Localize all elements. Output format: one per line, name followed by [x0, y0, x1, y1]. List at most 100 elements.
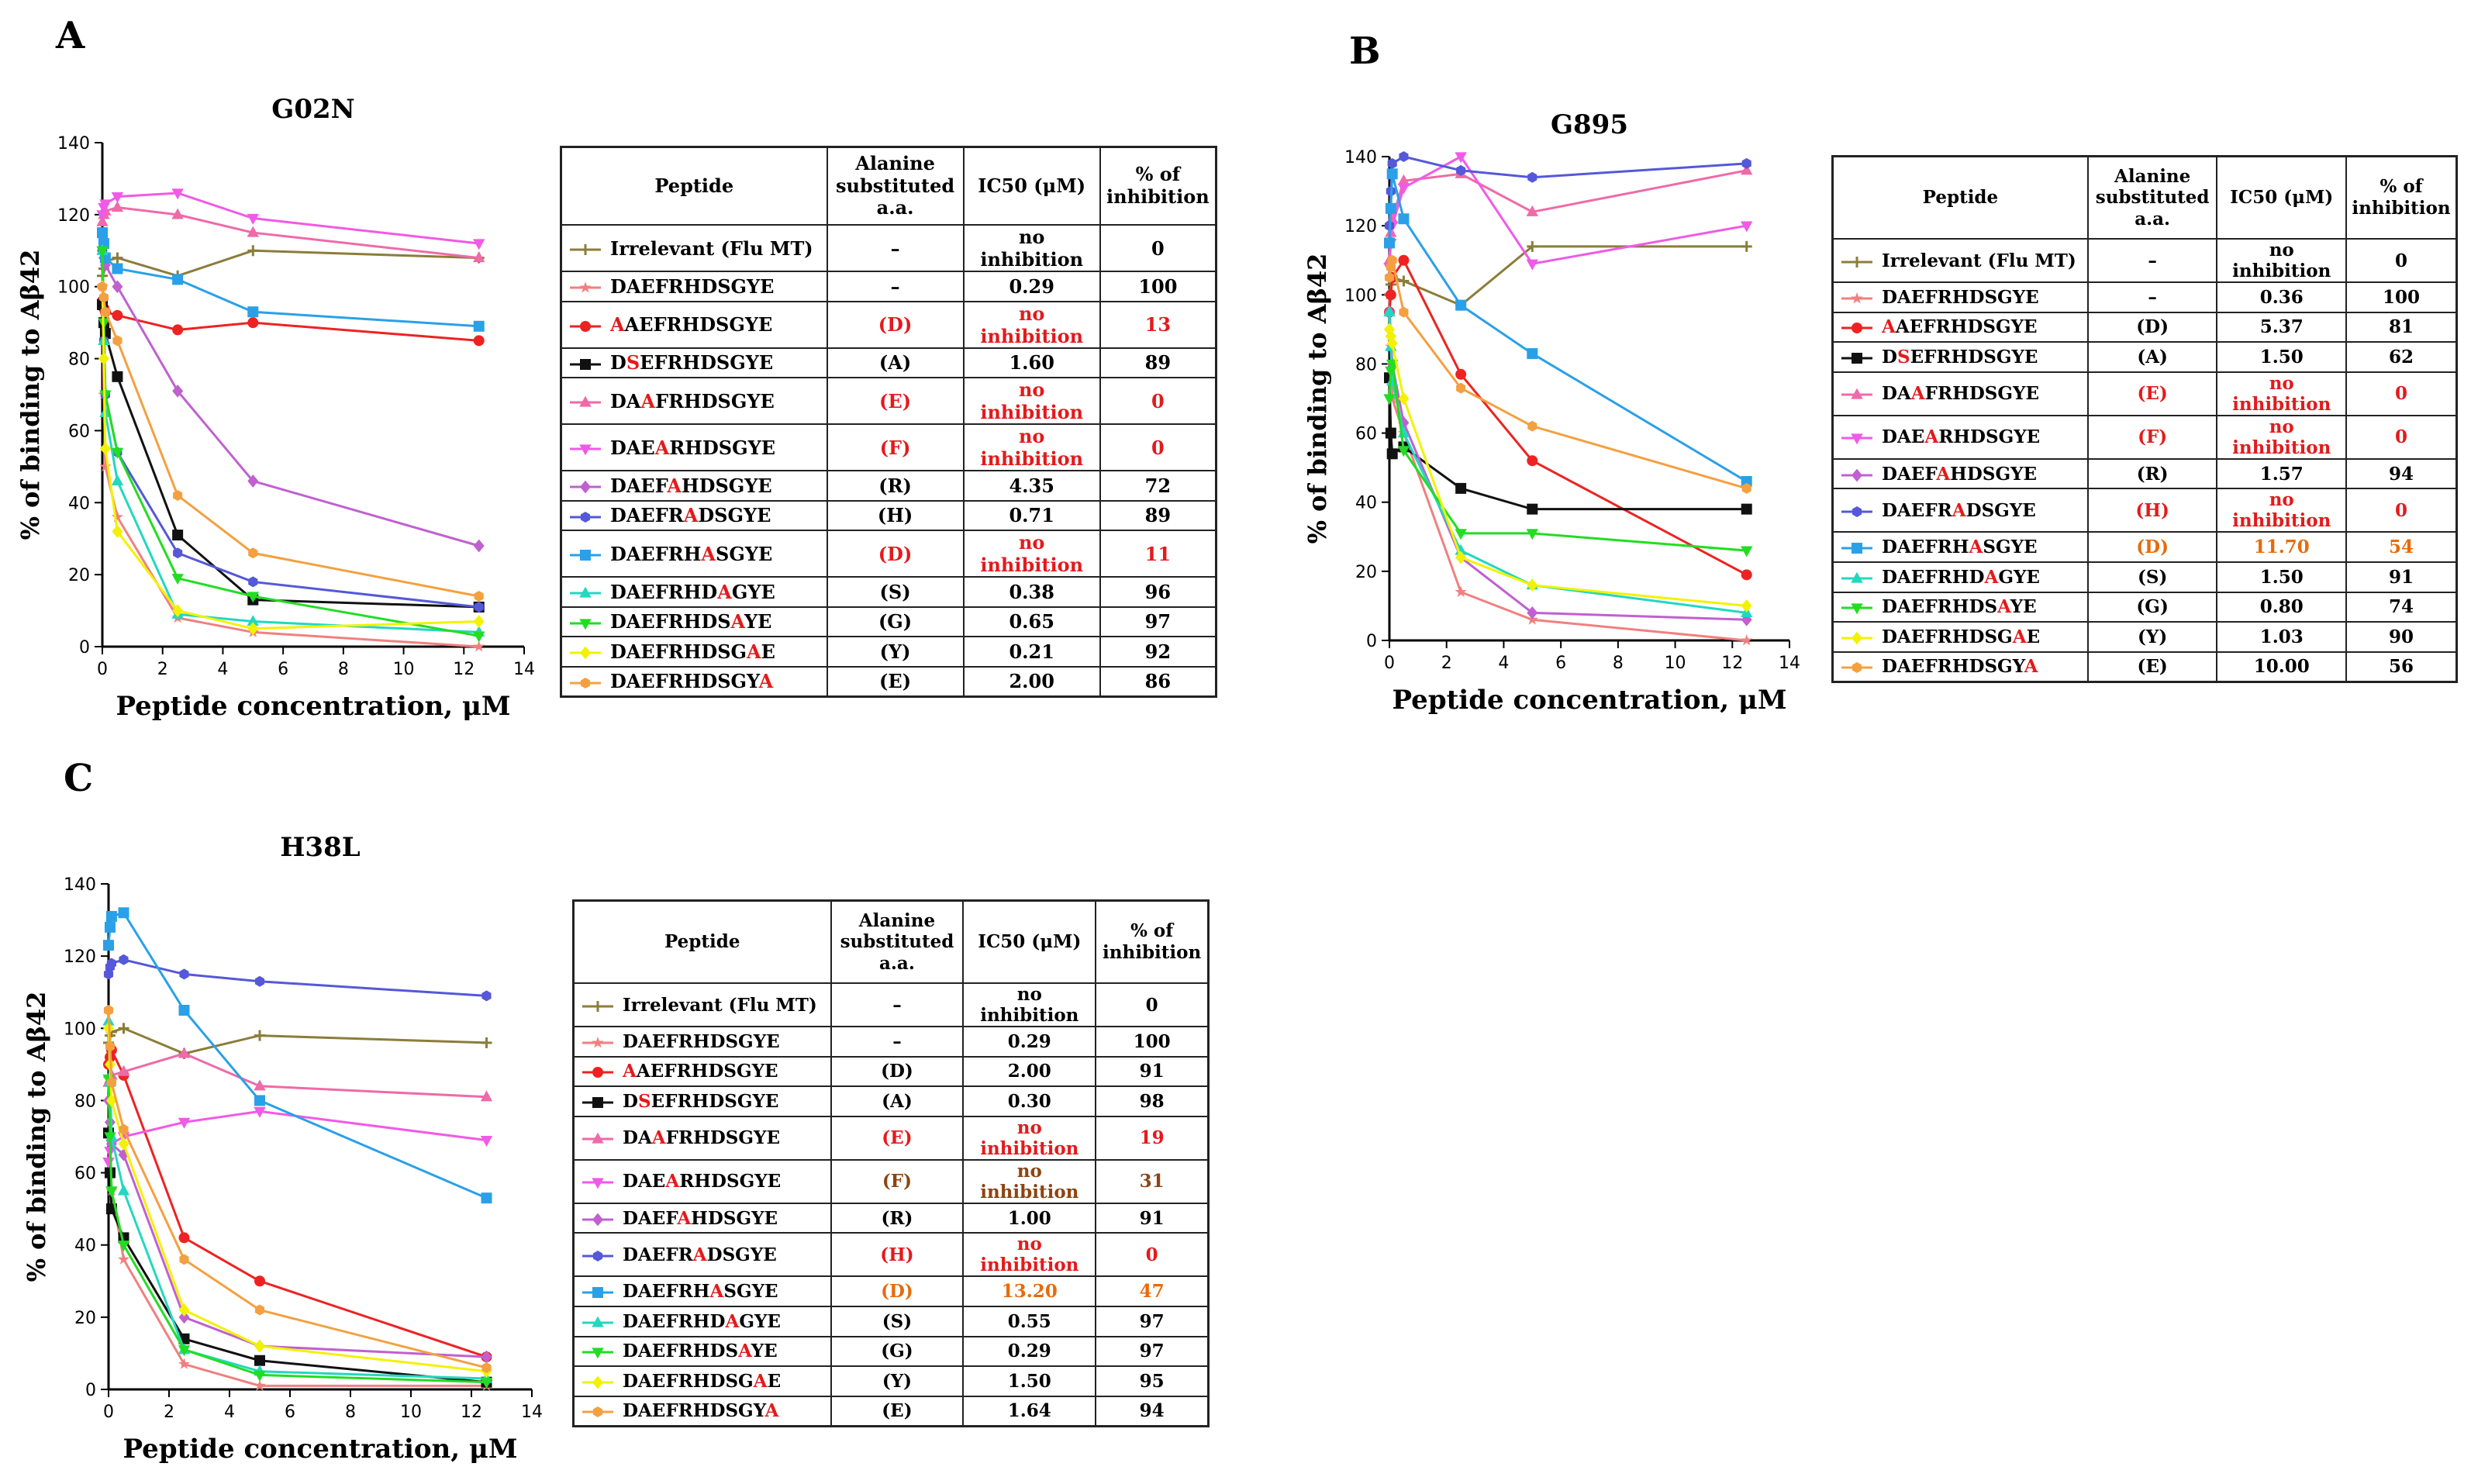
- data-point: [1455, 152, 1467, 164]
- inhibition-cell: 91: [2345, 561, 2458, 593]
- ic50-cell: no inhibition: [962, 1232, 1097, 1278]
- series-line: [101, 300, 479, 342]
- peptide-cell: DAEFRHASGYE: [1831, 531, 2089, 563]
- substituted-residue: A: [683, 504, 699, 527]
- y-tick-label: 100: [64, 1020, 96, 1039]
- legend-marker-icon: [582, 1178, 613, 1189]
- data-point: [119, 1123, 129, 1135]
- table-row: DAAFRHDSGYE (E) no inhibition 0: [560, 377, 1217, 425]
- data-point: [1741, 164, 1753, 175]
- table-row: AAEFRHDSGYE (D) no inhibition 13: [560, 300, 1217, 349]
- y-axis-label: % of binding to Aβ42: [16, 250, 45, 540]
- substituted-aa-cell: (H): [830, 1232, 965, 1278]
- x-tick-label: 12: [453, 660, 475, 679]
- table-row: DAEFRHDSAYE (G) 0.65 97: [560, 606, 1217, 637]
- legend-marker-icon: [570, 586, 601, 598]
- peptide-cell: DSEFRHDSGYE: [560, 347, 828, 378]
- legend-marker: [1851, 571, 1863, 583]
- data-point: [1384, 305, 1395, 319]
- table-row: DAEFRHDAGYE (S) 0.55 97: [572, 1305, 1210, 1337]
- legend-marker: [1852, 631, 1862, 645]
- data-point: [1385, 289, 1396, 301]
- data-point: [104, 1075, 116, 1087]
- peptide-segment: DAEFRHDSG: [1882, 626, 2013, 647]
- data-point: [105, 1184, 118, 1196]
- peptide-segment: DA: [610, 389, 641, 412]
- data-point: [111, 192, 124, 204]
- substituted-residue: A: [692, 1244, 707, 1265]
- series-daefrhdsgye: [1383, 288, 1753, 646]
- data-point: [117, 1241, 130, 1252]
- substituted-aa-cell: (D): [830, 1275, 965, 1307]
- data-point: [1398, 213, 1410, 225]
- peptide-segment: DAEFRHDS: [610, 610, 731, 633]
- data-point: [98, 208, 110, 219]
- data-point: [473, 252, 485, 264]
- data-point: [1386, 359, 1399, 371]
- legend-marker-icon: [570, 320, 601, 332]
- data-point: [98, 292, 109, 303]
- inhibition-cell: 47: [1095, 1275, 1210, 1307]
- peptide-segment: HDSGYE: [691, 1207, 778, 1229]
- data-point: [97, 243, 108, 257]
- table-row: DAEFRHDSGYA (E) 10.00 56: [1831, 651, 2458, 683]
- data-point: [178, 1232, 190, 1244]
- peptide-segment: DAEFRHDSGY: [610, 670, 759, 692]
- inhibition-cell: 0: [1099, 423, 1217, 471]
- legend-marker-icon: [570, 511, 601, 523]
- data-point: [105, 1044, 117, 1056]
- panel-letter-a: A: [56, 14, 85, 57]
- substituted-residue: A: [701, 542, 716, 565]
- substituted-aa-cell: (E): [830, 1115, 965, 1161]
- table-row: DAEFRHDSGYA (E) 1.64 94: [572, 1395, 1210, 1427]
- data-point: [112, 525, 123, 538]
- inhibition-cell: 0: [2345, 488, 2458, 533]
- data-point: [247, 317, 259, 329]
- data-point: [473, 631, 485, 643]
- legend-marker: [580, 358, 591, 370]
- data-point: [1526, 613, 1538, 625]
- peptide-segment: HDSGYE: [1950, 463, 2038, 485]
- substituted-residue: A: [677, 1207, 692, 1229]
- data-point: [1741, 546, 1753, 557]
- substituted-aa-cell: (A): [830, 1085, 965, 1117]
- data-point: [104, 1051, 116, 1063]
- data-point: [96, 215, 109, 226]
- substituted-residue: A: [654, 436, 670, 459]
- table-row: DSEFRHDSGYE (A) 1.60 89: [560, 347, 1217, 378]
- column-header: IC50 (μM): [962, 899, 1097, 984]
- x-tick-label: 4: [224, 1403, 235, 1422]
- legend-marker: [1852, 323, 1862, 334]
- x-tick-label: 0: [1384, 654, 1395, 673]
- legend-marker-icon: [570, 281, 601, 293]
- substituted-aa-cell: (R): [830, 1202, 965, 1234]
- peptide-segment: DA: [623, 1127, 652, 1149]
- peptide-cell: DAEFRHDSGYA: [1831, 651, 2089, 683]
- data-point: [1384, 323, 1395, 336]
- y-tick-label: 60: [1355, 425, 1377, 444]
- series-daefrhasgye: [97, 227, 485, 332]
- series-daefrhdagye: [102, 1014, 493, 1383]
- y-axis-label: % of binding to Aβ42: [1303, 254, 1332, 544]
- legend-marker: [1852, 468, 1862, 481]
- data-point: [118, 1232, 129, 1244]
- data-point: [1384, 220, 1395, 232]
- peptide-segment: DSGYE: [706, 1244, 777, 1265]
- series-daearhdsgye: [96, 188, 485, 250]
- data-point: [254, 1275, 265, 1287]
- x-axis-label: Peptide concentration, μM: [1393, 685, 1787, 716]
- inhibition-cell: 0: [2345, 371, 2458, 416]
- data-point: [104, 921, 116, 933]
- data-point: [1741, 613, 1752, 626]
- legend-marker-icon: [1841, 292, 1872, 304]
- table-header-row: Peptide Alanine substituted a.a. IC50 (μM)…: [572, 899, 1210, 984]
- legend-marker-icon: [1841, 571, 1872, 583]
- column-header: Peptide: [1831, 155, 2089, 240]
- data-point: [254, 1339, 265, 1353]
- peptide-cell: DAEARHDSGYE: [572, 1158, 832, 1204]
- peptide-segment: DAEFRHD: [610, 580, 718, 603]
- chart-title: H38L: [280, 832, 360, 863]
- x-tick-label: 14: [521, 1403, 543, 1422]
- series-line: [1388, 312, 1747, 621]
- column-header: % of inhibition: [1095, 899, 1210, 984]
